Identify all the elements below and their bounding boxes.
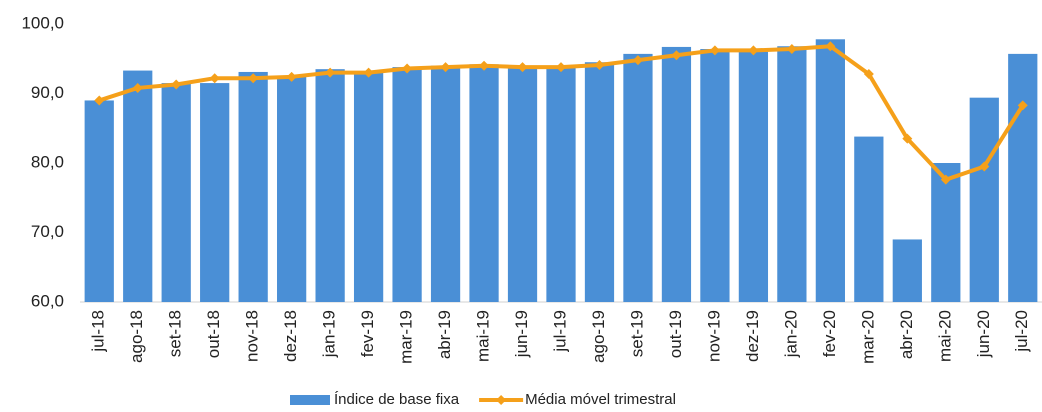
- bar: [931, 163, 961, 302]
- bar: [277, 76, 307, 302]
- bar: [815, 39, 845, 302]
- x-tick-label: set-19: [627, 310, 646, 357]
- y-tick-label: 80,0: [31, 152, 64, 171]
- bar: [623, 53, 653, 303]
- bar: [430, 65, 461, 302]
- x-tick-label: out-18: [204, 310, 223, 358]
- x-tick-label: mar-20: [858, 310, 877, 364]
- bar: [84, 100, 114, 302]
- y-tick-label: 60,0: [31, 291, 64, 310]
- marker: [94, 95, 105, 106]
- marker: [632, 55, 643, 66]
- x-tick-label: mai-19: [474, 310, 493, 362]
- x-tick-label: fev-19: [358, 310, 377, 357]
- legend-label: Índice de base fixa: [334, 391, 460, 408]
- legend-label: Média móvel trimestral: [525, 391, 676, 408]
- marker: [325, 67, 336, 78]
- legend-swatch: [290, 395, 330, 405]
- marker: [709, 45, 720, 56]
- marker: [363, 67, 374, 78]
- bar: [969, 97, 999, 302]
- marker: [786, 44, 797, 55]
- bar: [700, 49, 730, 302]
- marker: [440, 62, 451, 73]
- legend-marker: [496, 395, 507, 405]
- x-tick-label: fev-20: [820, 310, 839, 357]
- y-tick-label: 90,0: [31, 83, 64, 102]
- bar: [1008, 53, 1038, 303]
- marker: [209, 73, 220, 84]
- x-tick-label: jan-20: [781, 310, 800, 358]
- x-tick-label: ago-18: [127, 310, 146, 363]
- bar: [777, 46, 807, 302]
- marker: [940, 174, 951, 185]
- marker: [902, 133, 913, 144]
- marker: [517, 62, 528, 73]
- bar: [469, 64, 499, 302]
- marker: [979, 161, 990, 172]
- marker: [171, 79, 182, 90]
- bar: [200, 83, 230, 302]
- marker: [863, 69, 874, 80]
- marker: [748, 45, 759, 56]
- bar: [738, 51, 769, 302]
- x-tick-label: jun-19: [512, 310, 531, 358]
- bar: [238, 71, 268, 302]
- bar: [392, 67, 422, 302]
- y-tick-label: 70,0: [31, 222, 64, 241]
- x-tick-label: mar-19: [397, 310, 416, 364]
- marker: [556, 62, 566, 73]
- bar: [584, 62, 615, 302]
- x-tick-label: mai-20: [935, 310, 954, 362]
- bar: [854, 136, 884, 302]
- x-tick-label: jul-18: [89, 310, 108, 353]
- x-tick-label: out-19: [666, 310, 685, 358]
- bar: [353, 71, 384, 302]
- bar: [546, 65, 576, 302]
- x-tick-label: ago-19: [589, 310, 608, 363]
- x-tick-label: jul-20: [1012, 310, 1031, 353]
- marker: [402, 63, 413, 74]
- bar: [123, 70, 153, 302]
- x-tick-label: jun-20: [974, 310, 993, 358]
- marker: [671, 50, 682, 61]
- x-tick-label: jul-19: [550, 310, 569, 353]
- x-tick-label: abr-20: [897, 310, 916, 359]
- x-tick-label: jan-19: [320, 310, 339, 358]
- marker: [1017, 100, 1028, 111]
- x-tick-label: nov-18: [243, 310, 262, 362]
- marker: [594, 60, 605, 71]
- marker: [286, 71, 297, 82]
- x-tick-label: dez-19: [743, 310, 762, 362]
- x-tick-label: set-18: [166, 310, 185, 357]
- marker: [479, 60, 490, 71]
- marker: [132, 82, 143, 93]
- bar: [161, 83, 191, 302]
- bar: [892, 239, 922, 302]
- y-tick-label: 100,0: [21, 13, 64, 32]
- marker: [248, 73, 259, 84]
- bar: [315, 69, 345, 302]
- bar: [507, 66, 538, 303]
- marker: [825, 41, 836, 52]
- x-tick-label: abr-19: [435, 310, 454, 359]
- x-tick-label: nov-19: [704, 310, 723, 362]
- x-tick-label: dez-18: [281, 310, 300, 362]
- bar: [661, 46, 692, 303]
